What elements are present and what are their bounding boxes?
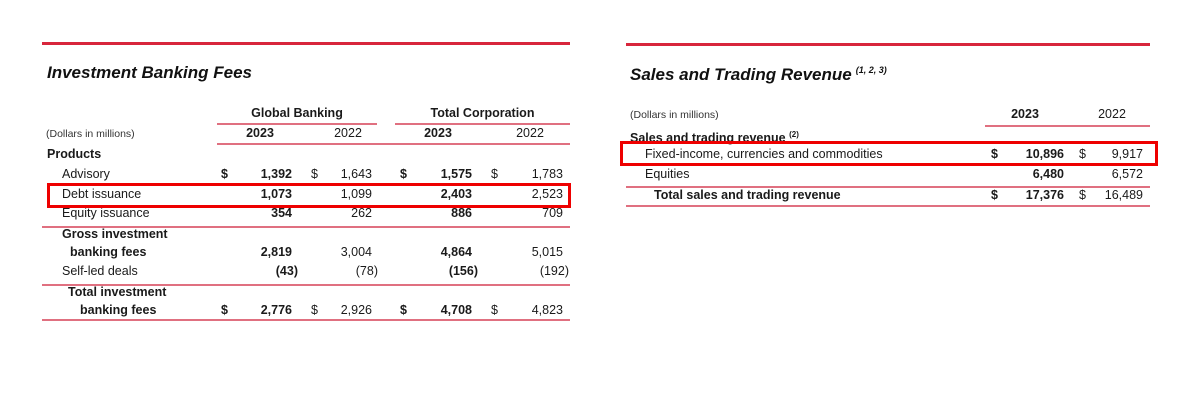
rule [626, 186, 1150, 188]
dollar-sign: $ [991, 147, 998, 161]
cell-value: 1,783 [531, 167, 563, 181]
dollar-sign: $ [221, 167, 228, 181]
dollar-sign: $ [491, 167, 498, 181]
cell-value: 709 [542, 206, 563, 220]
dollar-sign: $ [1079, 147, 1086, 161]
row-label: banking fees [70, 245, 147, 259]
cell-value: 2,523 [531, 187, 563, 201]
highlight-box-ficc [620, 141, 1158, 166]
rule [626, 205, 1150, 207]
dollar-sign: $ [311, 303, 318, 317]
rule [217, 123, 377, 125]
row-label: Total investment [68, 285, 167, 299]
row-label: Total sales and trading revenue [654, 188, 841, 202]
cell-value: 1,073 [260, 187, 292, 201]
cell-value: (78) [355, 264, 378, 278]
top-rule [42, 42, 570, 45]
cell-value: 1,575 [440, 167, 472, 181]
dollar-sign: $ [400, 303, 407, 317]
cell-value: 1,643 [340, 167, 372, 181]
section-products: Products [47, 147, 102, 161]
row-label: Gross investment [62, 227, 168, 241]
year-header: 2022 [516, 126, 544, 140]
cell-value: (192) [539, 264, 569, 278]
st-title-text: Sales and Trading Revenue [630, 65, 852, 84]
st-units: (Dollars in millions) [630, 109, 719, 121]
year-header: 2023 [424, 126, 452, 140]
year-header: 2022 [1098, 107, 1126, 121]
cell-value: 4,708 [440, 303, 472, 317]
rule [395, 123, 570, 125]
row-label: Fixed-income, currencies and commodities [645, 147, 883, 161]
dollar-sign: $ [1079, 188, 1086, 202]
cell-value: 4,823 [531, 303, 563, 317]
cell-value: 6,480 [1032, 167, 1064, 181]
cell-value: 886 [451, 206, 472, 220]
cell-value: 6,572 [1111, 167, 1143, 181]
year-header: 2022 [334, 126, 362, 140]
dollar-sign: $ [400, 167, 407, 181]
rule [42, 226, 570, 228]
rule [217, 143, 570, 145]
rule [42, 319, 570, 321]
cell-value: 2,403 [440, 187, 472, 201]
row-label: Debt issuance [62, 187, 142, 201]
dollar-sign: $ [311, 167, 318, 181]
cell-value: 1,392 [260, 167, 292, 181]
section-note: (2) [789, 130, 799, 139]
top-rule [626, 43, 1150, 46]
rule [42, 284, 570, 286]
cell-value: 17,376 [1025, 188, 1064, 202]
rule [985, 125, 1150, 127]
row-label: Advisory [62, 167, 110, 181]
dollar-sign: $ [991, 188, 998, 202]
cell-value: 2,776 [260, 303, 292, 317]
row-label: Self-led deals [62, 264, 138, 278]
cell-value: 262 [351, 206, 372, 220]
dollar-sign: $ [221, 303, 228, 317]
year-header: 2023 [1011, 107, 1039, 121]
cell-value: 4,864 [440, 245, 472, 259]
cell-value: 1,099 [340, 187, 372, 201]
cell-value: 5,015 [531, 245, 563, 259]
row-label: Equity issuance [62, 206, 150, 220]
cell-value: (43) [275, 264, 298, 278]
cell-value: 16,489 [1104, 188, 1143, 202]
ib-title: Investment Banking Fees [47, 63, 253, 82]
st-title: Sales and Trading Revenue (1, 2, 3) [630, 65, 887, 85]
ib-units: (Dollars in millions) [46, 128, 135, 140]
cell-value: (156) [448, 264, 478, 278]
cell-value: 2,819 [260, 245, 292, 259]
st-title-note: (1, 2, 3) [855, 65, 887, 76]
row-label: banking fees [80, 303, 157, 317]
dollar-sign: $ [491, 303, 498, 317]
cell-value: 3,004 [340, 245, 372, 259]
highlight-box-debt-issuance [47, 183, 571, 208]
cell-value: 354 [271, 206, 292, 220]
row-label: Equities [645, 167, 690, 181]
group-total-corporation: Total Corporation [430, 106, 535, 120]
group-global-banking: Global Banking [251, 106, 343, 120]
cell-value: 10,896 [1025, 147, 1064, 161]
cell-value: 2,926 [340, 303, 372, 317]
cell-value: 9,917 [1111, 147, 1143, 161]
year-header: 2023 [246, 126, 274, 140]
